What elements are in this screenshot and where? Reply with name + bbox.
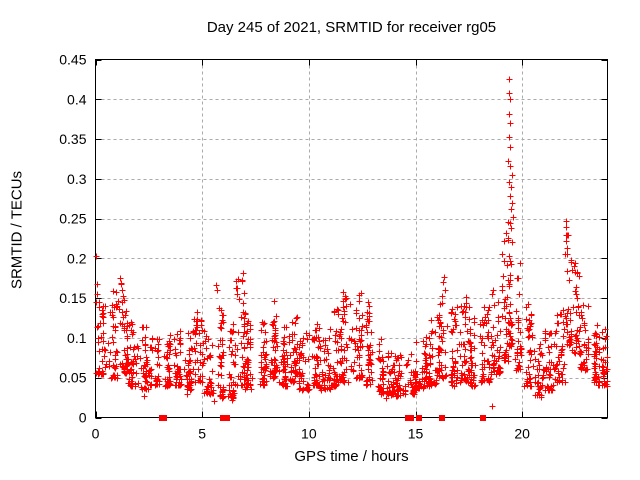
x-axis-label: GPS time / hours [294,448,409,465]
zero-flag-square [416,415,422,421]
zero-flag-square [408,415,414,421]
y-tick-label: 0.05 [59,370,86,386]
x-tick-label: 20 [514,426,530,442]
x-tick-label: 15 [408,426,424,442]
y-tick-label: 0.3 [67,171,87,187]
y-tick-label: 0.2 [67,250,87,266]
tick-labels: 0 5 10 15 20 0 0.05 0.1 0.15 0.2 0.25 0.3 0.35 0.4 0.4… [59,52,530,442]
zero-flag-markers [159,415,486,421]
y-tick-label: 0.15 [59,290,86,306]
zero-flag-square [224,415,230,421]
zero-flag-square [161,415,167,421]
zero-flag-square [480,415,486,421]
zero-flag-square [439,415,445,421]
y-tick-label: 0.4 [67,91,87,107]
x-tick-label: 5 [198,426,206,442]
chart-title: Day 245 of 2021, SRMTID for receiver rg0… [206,19,497,36]
plot-border [95,59,608,418]
y-tick-label: 0.45 [59,52,86,68]
x-tick-label: 0 [92,426,100,442]
y-tick-label: 0.1 [67,330,87,346]
axis-ticks [95,59,608,419]
x-tick-label: 10 [301,426,317,442]
y-tick-label: 0.35 [59,131,86,147]
data-points [93,76,611,410]
y-axis-label: SRMTID / TECUs [8,170,26,290]
y-tick-label: 0 [79,410,87,426]
y-tick-label: 0.25 [59,211,86,227]
